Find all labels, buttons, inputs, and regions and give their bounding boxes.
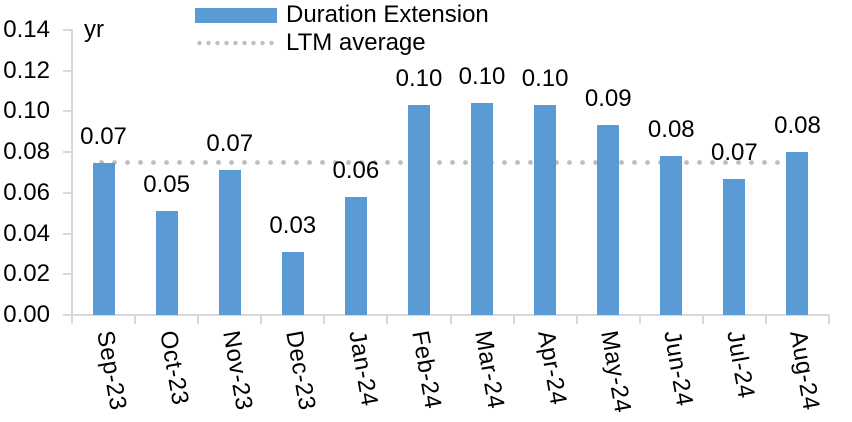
y-axis-tick-label: 0.02 bbox=[3, 260, 50, 288]
bar bbox=[786, 151, 809, 315]
x-axis-tick bbox=[134, 315, 137, 324]
bar bbox=[534, 104, 557, 315]
y-axis-tick-label: 0.12 bbox=[3, 56, 50, 84]
x-axis-tick bbox=[386, 315, 389, 324]
x-axis-tick bbox=[449, 315, 452, 324]
bar-data-label: 0.09 bbox=[584, 84, 632, 112]
y-axis-line bbox=[71, 29, 73, 316]
bar bbox=[155, 211, 178, 315]
x-axis-tick bbox=[638, 315, 641, 324]
bar-data-label: 0.07 bbox=[206, 130, 254, 158]
legend-label-duration-extension: Duration Extension bbox=[286, 1, 489, 28]
x-category-label: Apr-24 bbox=[532, 328, 572, 408]
bar-data-label: 0.08 bbox=[774, 111, 821, 139]
bar bbox=[407, 104, 430, 315]
x-category-label: Jun-24 bbox=[658, 328, 699, 409]
bar-data-label: 0.10 bbox=[521, 64, 569, 92]
legend-dotted-line-swatch bbox=[195, 40, 277, 46]
y-axis-tick bbox=[63, 151, 72, 154]
x-axis-tick bbox=[575, 315, 578, 324]
bar bbox=[92, 163, 115, 315]
y-axis-tick-label: 0.00 bbox=[3, 301, 50, 328]
x-axis-tick bbox=[323, 315, 326, 324]
x-category-label: Jan-24 bbox=[343, 328, 383, 409]
y-axis-unit-label: yr bbox=[84, 16, 104, 43]
y-axis-tick-label: 0.04 bbox=[3, 219, 50, 247]
x-category-label: Aug-24 bbox=[784, 328, 826, 413]
x-category-label: May-24 bbox=[595, 328, 637, 416]
ltm-average-line bbox=[95, 159, 795, 165]
bar bbox=[218, 170, 241, 315]
x-category-label: Dec-23 bbox=[279, 328, 321, 413]
bar-data-label: 0.10 bbox=[458, 62, 506, 90]
bar bbox=[281, 251, 304, 315]
x-category-label: Feb-24 bbox=[406, 328, 447, 412]
y-axis-tick bbox=[63, 191, 72, 194]
legend-label-ltm-average: LTM average bbox=[286, 29, 426, 56]
bar bbox=[660, 155, 683, 315]
y-axis-tick bbox=[63, 69, 72, 72]
bar-data-label: 0.07 bbox=[80, 123, 127, 151]
x-category-label: Sep-23 bbox=[90, 328, 132, 413]
bar bbox=[723, 178, 746, 315]
x-category-label: Oct-23 bbox=[153, 328, 194, 408]
y-axis-tick bbox=[63, 232, 72, 235]
x-category-label: Mar-24 bbox=[469, 328, 510, 412]
y-axis-tick bbox=[63, 110, 72, 113]
x-axis-tick bbox=[701, 315, 704, 324]
bar bbox=[471, 102, 494, 315]
y-axis-tick-label: 0.08 bbox=[3, 138, 50, 166]
x-axis-tick bbox=[197, 315, 200, 324]
bar-data-label: 0.10 bbox=[395, 64, 443, 92]
x-category-label: Jul-24 bbox=[721, 328, 761, 401]
legend-bar-swatch bbox=[195, 7, 277, 23]
y-axis-tick bbox=[63, 273, 72, 276]
bar bbox=[597, 124, 620, 315]
x-axis-tick bbox=[764, 315, 767, 324]
bar-data-label: 0.06 bbox=[332, 156, 380, 184]
legend-item-duration-extension: Duration Extension bbox=[195, 1, 489, 29]
x-axis-tick bbox=[260, 315, 263, 324]
x-axis-tick bbox=[828, 315, 830, 324]
chart-legend: Duration Extension LTM average bbox=[195, 1, 489, 57]
y-axis-tick-label: 0.10 bbox=[3, 97, 50, 125]
x-axis-tick bbox=[71, 315, 73, 324]
y-axis-tick-label: 0.06 bbox=[3, 178, 50, 206]
x-axis-tick bbox=[512, 315, 515, 324]
y-axis-tick bbox=[63, 314, 72, 316]
y-axis-tick bbox=[63, 29, 72, 31]
bar bbox=[344, 196, 367, 315]
bar-data-label: 0.08 bbox=[647, 115, 695, 143]
x-category-label: Nov-23 bbox=[216, 328, 258, 413]
bar-data-label: 0.07 bbox=[711, 138, 758, 166]
bar-data-label: 0.03 bbox=[269, 211, 317, 239]
y-axis-tick-label: 0.14 bbox=[3, 16, 50, 43]
bar-data-label: 0.05 bbox=[143, 171, 190, 199]
legend-item-ltm-average: LTM average bbox=[195, 29, 489, 57]
